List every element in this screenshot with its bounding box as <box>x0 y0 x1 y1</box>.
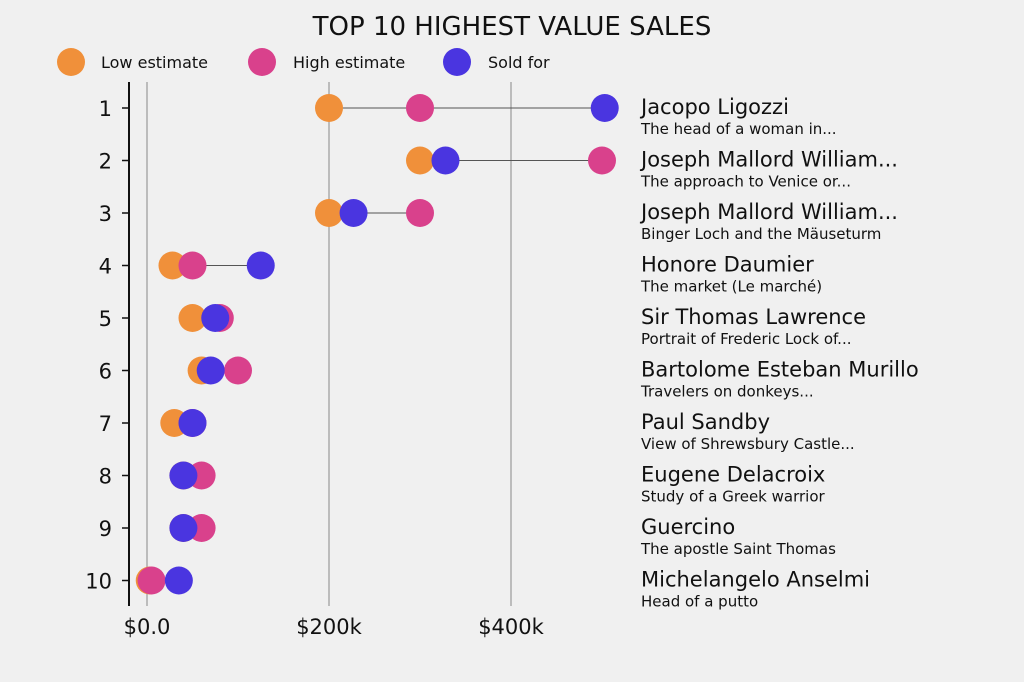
point-sold <box>339 199 368 227</box>
work-label: The market (Le marché) <box>640 278 822 296</box>
artist-label: Jacopo Ligozzi <box>639 95 789 119</box>
artist-label: Sir Thomas Lawrence <box>641 305 866 329</box>
y-tick-label: 1 <box>99 97 112 121</box>
point-high <box>588 146 616 175</box>
artist-label: Guercino <box>641 515 735 539</box>
gridlines <box>146 82 512 606</box>
legend-swatch-high <box>248 48 276 76</box>
point-low <box>315 94 343 122</box>
y-tick-label: 8 <box>99 465 112 489</box>
work-label: Head of a putto <box>641 593 758 611</box>
point-high <box>406 199 434 227</box>
x-tick-label: $0.0 <box>124 615 171 639</box>
point-low <box>406 146 434 175</box>
point-sold <box>178 409 207 437</box>
artist-label: Joseph Mallord William... <box>639 148 898 172</box>
connectors <box>149 107 605 581</box>
artist-label: Honore Daumier <box>641 253 814 277</box>
y-tick-label: 10 <box>85 570 112 594</box>
point-low <box>315 199 343 227</box>
work-label: Binger Loch and the Mäuseturm <box>641 225 881 243</box>
y-tick-label: 7 <box>99 412 112 436</box>
legend-swatch-low <box>57 48 85 76</box>
y-tick-label: 6 <box>99 360 112 384</box>
legend-swatch-sold <box>443 48 471 76</box>
work-label: Study of a Greek warrior <box>641 488 826 506</box>
artist-label: Paul Sandby <box>641 410 770 434</box>
work-label: The apostle Saint Thomas <box>640 540 836 558</box>
y-tick-label: 9 <box>99 517 112 541</box>
y-tick-label: 5 <box>99 307 112 331</box>
point-sold <box>169 461 198 490</box>
chart-title: TOP 10 HIGHEST VALUE SALES <box>312 12 712 42</box>
point-high <box>137 566 166 595</box>
data-points <box>135 94 619 595</box>
artist-label: Eugene Delacroix <box>641 463 825 487</box>
work-label: Portrait of Frederic Lock of... <box>641 330 851 348</box>
x-tick-label: $200k <box>296 615 362 639</box>
point-sold <box>196 356 225 385</box>
legend-label-low: Low estimate <box>101 53 208 72</box>
x-tick-label: $400k <box>478 615 544 639</box>
axes: $0.0 $200k $400k 1 2 3 4 5 6 7 8 9 10 <box>85 82 545 639</box>
work-label: The approach to Venice or... <box>640 173 851 191</box>
work-label: View of Shrewsbury Castle... <box>641 435 855 453</box>
point-low <box>158 251 187 280</box>
y-tick-label: 2 <box>99 150 112 174</box>
work-label: The head of a woman in... <box>640 120 837 138</box>
artist-label: Bartolome Esteban Murillo <box>641 358 919 382</box>
legend-label-high: High estimate <box>293 53 405 72</box>
artist-label: Joseph Mallord William... <box>639 200 898 224</box>
point-low <box>178 304 207 332</box>
point-sold <box>201 304 230 332</box>
legend: Low estimate High estimate Sold for <box>57 48 550 76</box>
y-tick-label: 4 <box>99 255 112 279</box>
work-label: Travelers on donkeys... <box>640 383 814 401</box>
legend-label-sold: Sold for <box>488 53 550 72</box>
point-sold <box>431 146 460 175</box>
point-sold <box>169 514 198 542</box>
artist-label: Michelangelo Anselmi <box>641 568 870 592</box>
point-sold <box>164 566 193 595</box>
point-high <box>178 251 207 280</box>
point-high <box>406 94 434 122</box>
point-high <box>224 356 252 385</box>
point-sold <box>246 251 275 280</box>
point-sold <box>590 94 619 122</box>
y-tick-label: 3 <box>99 202 112 226</box>
